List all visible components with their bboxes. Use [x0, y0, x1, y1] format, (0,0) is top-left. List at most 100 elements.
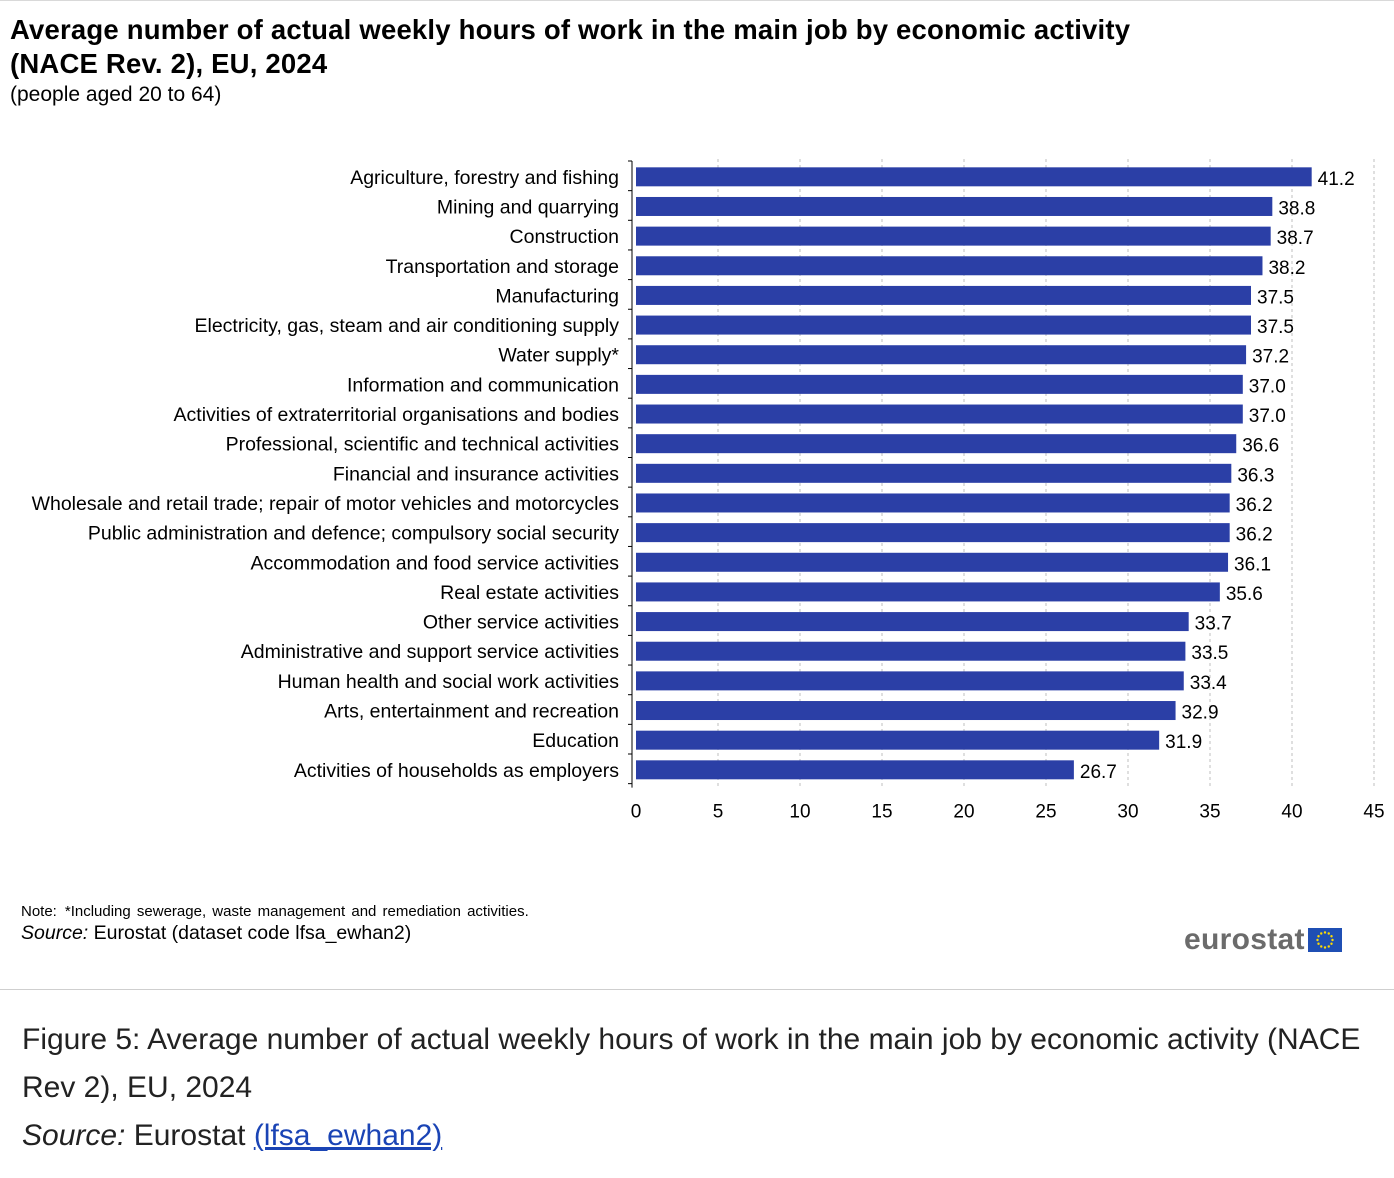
category-label: Other service activities: [423, 612, 619, 634]
bar: [636, 374, 1243, 394]
value-label: 38.8: [1278, 198, 1315, 219]
x-tick-label: 25: [1035, 802, 1056, 823]
eu-flag-star: [1330, 942, 1333, 945]
chart-note: Note: *Including sewerage, waste manageme…: [21, 903, 529, 920]
value-label: 33.4: [1190, 673, 1227, 694]
category-label: Activities of extraterritorial organisat…: [174, 404, 620, 426]
bar: [636, 256, 1263, 276]
dataset-link[interactable]: (lfsa_ewhan2): [253, 1119, 443, 1152]
figure-caption: Figure 5: Average number of actual weekl…: [22, 1016, 1372, 1160]
x-tick-label: 40: [1281, 802, 1302, 823]
value-label: 37.0: [1249, 376, 1286, 397]
bar-chart: Agriculture, forestry and fishing 41.2 Min…: [32, 159, 1385, 823]
category-label: Public administration and defence; compu…: [88, 523, 619, 545]
category-label: Electricity, gas, steam and air conditio…: [194, 315, 619, 337]
x-tick-label: 45: [1363, 802, 1384, 823]
value-label: 41.2: [1318, 169, 1355, 190]
bar: [636, 641, 1186, 661]
eu-flag-star: [1327, 945, 1330, 948]
eurostat-logo: eurostat: [1184, 923, 1342, 957]
eu-flag-star: [1327, 932, 1330, 935]
category-label: Information and communication: [347, 374, 619, 396]
value-label: 31.9: [1165, 732, 1202, 753]
category-label: Construction: [510, 226, 619, 248]
value-label: 37.0: [1249, 406, 1286, 427]
bar: [636, 404, 1243, 424]
bar: [636, 196, 1273, 216]
chart-source: Source: Eurostat (dataset code lfsa_ewha…: [21, 922, 411, 945]
value-label: 37.5: [1257, 287, 1294, 308]
note-text: *Including sewerage, waste management an…: [64, 903, 529, 920]
chart-subtitle: (people aged 20 to 64): [10, 83, 222, 106]
x-tick-label: 35: [1199, 802, 1220, 823]
eu-flag-star: [1331, 938, 1334, 942]
bar: [636, 493, 1230, 513]
caption-source-label: Source:: [22, 1119, 126, 1152]
value-label: 36.2: [1236, 495, 1273, 516]
eu-flag-icon: [1307, 928, 1342, 952]
category-label: Human health and social work activities: [278, 671, 620, 693]
value-label: 35.6: [1226, 584, 1263, 605]
bar: [636, 552, 1229, 572]
eu-flag-star: [1330, 935, 1333, 938]
bar: [636, 612, 1189, 632]
category-label: Manufacturing: [495, 285, 619, 307]
eu-flag-star: [1323, 946, 1326, 949]
value-label: 36.1: [1234, 554, 1271, 575]
bar: [636, 345, 1247, 365]
value-label: 26.7: [1080, 762, 1117, 783]
category-label: Wholesale and retail trade; repair of mo…: [32, 493, 620, 515]
category-label: Administrative and support service activ…: [241, 641, 619, 663]
caption-source: Source: Eurostat (lfsa_ewhan2): [22, 1112, 1372, 1160]
bar: [636, 226, 1271, 246]
category-label: Accommodation and food service activitie…: [250, 552, 619, 574]
bar: [636, 315, 1251, 335]
category-label: Agriculture, forestry and fishing: [350, 167, 619, 189]
chart-title: Average number of actual weekly hours of…: [10, 14, 1131, 79]
bar: [636, 167, 1312, 187]
bar: [636, 730, 1160, 750]
eu-flag-star: [1317, 942, 1320, 945]
bar: [636, 760, 1074, 780]
chart-figure: Average number of actual weekly hours of…: [0, 0, 1394, 990]
value-label: 36.6: [1242, 436, 1279, 457]
eu-flag-star: [1323, 931, 1326, 934]
x-tick-label: 15: [871, 802, 892, 823]
category-label: Financial and insurance activities: [333, 463, 619, 485]
source-text: Eurostat (dataset code lfsa_ewhan2): [93, 922, 412, 944]
category-label: Education: [532, 730, 619, 752]
eu-flag-star: [1319, 932, 1323, 935]
x-tick-label: 20: [953, 802, 974, 823]
eu-flag-star: [1316, 938, 1319, 942]
category-label: Water supply*: [498, 345, 619, 367]
caption-title: Figure 5: Average number of actual weekl…: [22, 1023, 1361, 1104]
eurostat-logo-text: eurostat: [1184, 923, 1305, 956]
x-tick-label: 5: [713, 802, 724, 823]
category-label: Transportation and storage: [386, 256, 619, 278]
x-tick-label: 10: [789, 802, 810, 823]
value-label: 33.7: [1195, 614, 1232, 635]
category-label: Real estate activities: [440, 582, 619, 604]
note-label: Note:: [21, 903, 57, 920]
category-label: Activities of households as employers: [294, 760, 619, 782]
bar: [636, 582, 1220, 602]
bar: [636, 671, 1184, 691]
eu-flag-star: [1319, 945, 1323, 948]
source-label: Source:: [21, 922, 89, 944]
bar: [636, 285, 1251, 305]
value-label: 32.9: [1182, 703, 1219, 724]
category-label: Arts, entertainment and recreation: [324, 701, 619, 723]
x-tick-label: 30: [1117, 802, 1138, 823]
bar: [636, 523, 1230, 543]
eu-flag-star: [1317, 935, 1320, 938]
bar: [636, 434, 1237, 454]
value-label: 33.5: [1191, 643, 1228, 664]
caption-source-text: Eurostat: [133, 1119, 246, 1152]
bar: [636, 701, 1176, 721]
value-label: 38.2: [1268, 258, 1305, 279]
category-label: Professional, scientific and technical a…: [226, 434, 620, 456]
x-tick-label: 0: [631, 802, 642, 823]
value-label: 37.5: [1257, 317, 1294, 338]
bar: [636, 463, 1232, 483]
value-label: 38.7: [1277, 228, 1314, 249]
